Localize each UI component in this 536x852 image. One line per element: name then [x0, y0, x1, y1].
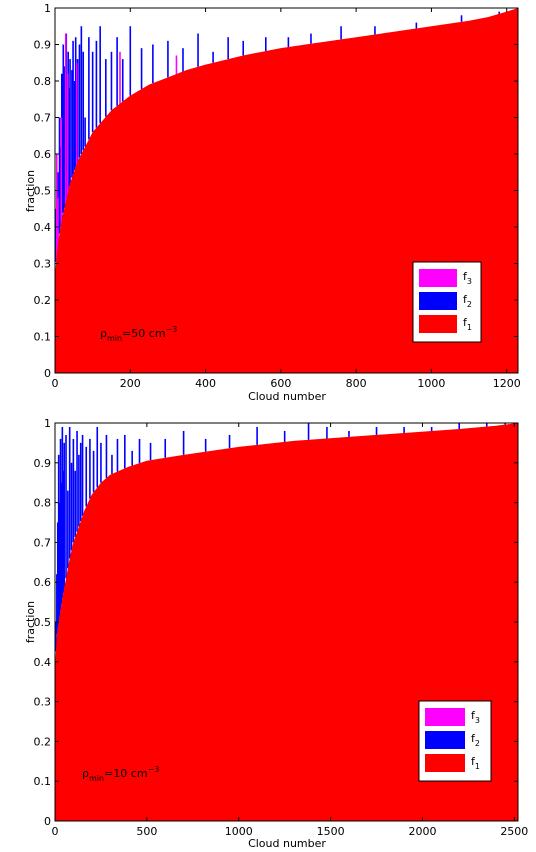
x-tick-label: 1200 [493, 377, 521, 390]
rho-min-annotation: ρmin=10 cm−3 [82, 765, 159, 783]
y-tick-label: 1 [44, 417, 51, 430]
x-tick-label: 600 [270, 377, 291, 390]
rho-min-annotation: ρmin=50 cm−3 [100, 325, 177, 343]
y-ticks-bottom: 0 0.1 0.2 0.3 0.4 0.5 0.6 0.7 0.8 0.9 1 [34, 417, 518, 828]
x-tick-label: 2500 [500, 825, 528, 838]
y-tick-label: 0.6 [34, 576, 52, 589]
legend-top: f3 f2 f1 [412, 261, 482, 343]
y-axis-label: fraction [24, 170, 37, 212]
y-tick-label: 0 [44, 367, 51, 380]
f1-bars-bottom [55, 423, 518, 821]
y-tick-label: 0.5 [34, 616, 52, 629]
y-ticks-top: 0 0.1 0.2 0.3 0.4 0.5 0.6 0.7 0.8 0.9 1 [34, 2, 518, 380]
legend-label-f3: f3 [463, 270, 472, 286]
x-tick-label: 800 [346, 377, 367, 390]
legend-swatch-f3 [425, 708, 465, 726]
y-tick-label: 0.2 [34, 294, 52, 307]
x-tick-label: 200 [120, 377, 141, 390]
rho-symbol: ρ [82, 767, 89, 780]
f1-bars-top [55, 8, 518, 373]
legend-label-f2: f2 [463, 293, 472, 309]
y-tick-label: 0.5 [34, 185, 52, 198]
y-tick-label: 0.3 [34, 696, 52, 709]
x-ticks-bottom: 0 500 1000 1500 2000 2500 [52, 423, 528, 838]
rho-value: =10 cm [104, 767, 147, 780]
x-tick-label: 400 [195, 377, 216, 390]
y-tick-label: 0.9 [34, 39, 52, 52]
x-tick-label: 0 [52, 377, 59, 390]
x-ticks-top: 0 200 400 600 800 1000 1200 [52, 8, 521, 390]
y-tick-label: 0.4 [34, 656, 52, 669]
y-tick-label: 0 [44, 815, 51, 828]
f3-bars-top [55, 33, 178, 267]
rho-symbol: ρ [100, 327, 107, 340]
y-tick-label: 0.6 [34, 148, 52, 161]
x-tick-label: 1000 [225, 825, 253, 838]
rho-subscript: min [107, 334, 122, 343]
rho-unit-exponent: −3 [148, 765, 160, 774]
y-tick-label: 0.8 [34, 497, 52, 510]
x-tick-label: 0 [52, 825, 59, 838]
x-tick-label: 1000 [417, 377, 445, 390]
rho-value: =50 cm [122, 327, 165, 340]
y-tick-label: 0.7 [34, 112, 52, 125]
legend-swatch-f2 [425, 731, 465, 749]
y-axis-label: fraction [24, 601, 37, 643]
y-tick-label: 0.7 [34, 536, 52, 549]
x-tick-label: 1500 [317, 825, 345, 838]
y-tick-label: 0.3 [34, 258, 52, 271]
y-tick-label: 0.8 [34, 75, 52, 88]
y-tick-label: 0.2 [34, 735, 52, 748]
legend-bottom: f3 f2 f1 [418, 700, 492, 782]
rho-subscript: min [89, 774, 104, 783]
chart-bottom: 0 0.1 0.2 0.3 0.4 0.5 0.6 0.7 0.8 0.9 1 0 500 1000 15… [24, 417, 528, 850]
x-tick-label: 2000 [408, 825, 436, 838]
x-axis-label: Cloud number [248, 837, 326, 850]
legend-swatch-f1 [419, 315, 457, 333]
y-tick-label: 1 [44, 2, 51, 15]
rho-unit-exponent: −3 [166, 325, 178, 334]
legend-label-f3: f3 [471, 709, 480, 725]
chart-top: 0 0.1 0.2 0.3 0.4 0.5 0.6 0.7 0.8 0.9 1 0 200 400 600… [24, 2, 521, 403]
legend-swatch-f3 [419, 269, 457, 287]
legend-label-f1: f1 [471, 755, 480, 771]
y-tick-label: 0.9 [34, 457, 52, 470]
legend-swatch-f1 [425, 754, 465, 772]
y-tick-label: 0.4 [34, 221, 52, 234]
legend-label-f1: f1 [463, 316, 472, 332]
y-tick-label: 0.1 [34, 775, 52, 788]
f2-bars-bottom [55, 423, 506, 652]
y-tick-label: 0.1 [34, 331, 52, 344]
legend-swatch-f2 [419, 292, 457, 310]
x-axis-label: Cloud number [248, 390, 326, 403]
x-tick-label: 500 [136, 825, 157, 838]
legend-label-f2: f2 [471, 732, 480, 748]
